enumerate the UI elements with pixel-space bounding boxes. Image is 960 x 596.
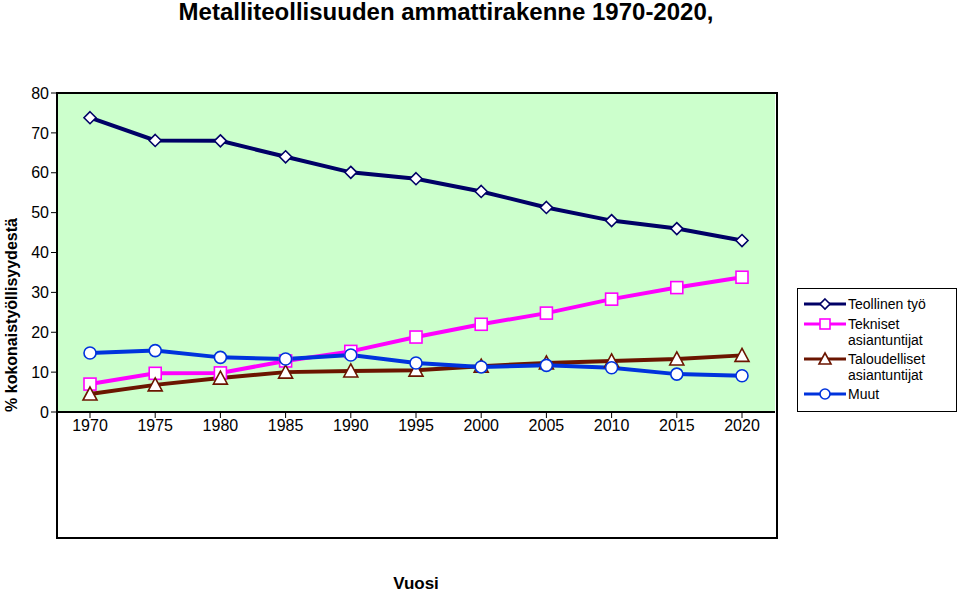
svg-text:2005: 2005 bbox=[529, 417, 565, 434]
svg-text:1975: 1975 bbox=[137, 417, 173, 434]
svg-text:0: 0 bbox=[40, 404, 49, 421]
svg-text:2000: 2000 bbox=[463, 417, 499, 434]
html-text:Taloudelliset asiantuntijat: Taloudelliset asiantuntijat bbox=[848, 351, 926, 383]
svg-text:2015: 2015 bbox=[659, 417, 695, 434]
svg-text:1990: 1990 bbox=[333, 417, 369, 434]
svg-text:20: 20 bbox=[31, 324, 49, 341]
svg-text:2020: 2020 bbox=[724, 417, 760, 434]
html-text:Vuosi: Vuosi bbox=[393, 574, 439, 593]
svg-text:1970: 1970 bbox=[72, 417, 108, 434]
svg-text:50: 50 bbox=[31, 204, 49, 221]
svg-text:1995: 1995 bbox=[398, 417, 434, 434]
svg-text:1980: 1980 bbox=[203, 417, 239, 434]
svg-text:70: 70 bbox=[31, 125, 49, 142]
html-text:Muut: Muut bbox=[848, 386, 880, 402]
svg-text:10: 10 bbox=[31, 364, 49, 381]
svg-text:40: 40 bbox=[31, 244, 49, 261]
html-text:% kokonaistyöllisyydestä: % kokonaistyöllisyydestä bbox=[3, 218, 20, 412]
svg-text:2010: 2010 bbox=[594, 417, 630, 434]
svg-text:60: 60 bbox=[31, 164, 49, 181]
html-text:Teollinen työ: Teollinen työ bbox=[848, 296, 926, 312]
html-text:Tekniset asiantuntijat: Tekniset asiantuntijat bbox=[848, 316, 923, 348]
svg-text:80: 80 bbox=[31, 85, 49, 102]
svg-text:1985: 1985 bbox=[268, 417, 304, 434]
svg-text:30: 30 bbox=[31, 284, 49, 301]
